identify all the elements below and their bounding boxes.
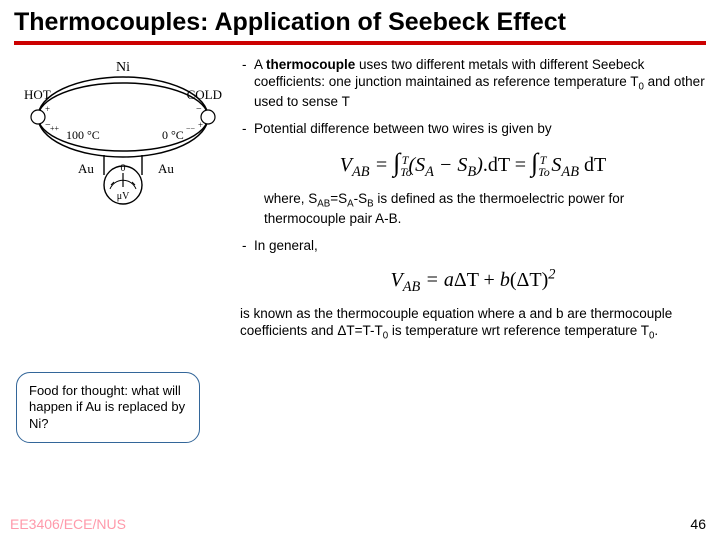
- eq2-dT2: ΔT: [517, 269, 542, 291]
- content-area: Ni HOT COLD + − ++ − + −− 100 °C 0 °C: [14, 57, 706, 352]
- label-au-right: Au: [158, 161, 174, 176]
- label-au-left: Au: [78, 161, 94, 176]
- eq2-eq: =: [420, 269, 444, 291]
- where-text: where, SAB=SA-SB is defined as the therm…: [240, 191, 706, 228]
- eq1-V: V: [340, 154, 352, 176]
- tail-dot: .: [654, 323, 658, 338]
- eq1-A: A: [425, 164, 434, 180]
- eq1-Tb: T: [540, 153, 547, 167]
- b1-bold: thermocouple: [266, 57, 355, 72]
- footer-course-code: EE3406/ECE/NUS: [10, 516, 126, 532]
- title-underline: [14, 41, 706, 45]
- eq1-ABs: AB: [561, 164, 579, 180]
- eq1-S2: S: [457, 154, 467, 176]
- eq1-AB: AB: [352, 164, 370, 180]
- right-column: A thermocouple uses two different metals…: [240, 57, 706, 352]
- eq1-S1: S: [415, 154, 425, 176]
- eq2-dT: ΔT +: [454, 269, 500, 291]
- eq2-b: b: [500, 269, 510, 291]
- bullet-1: A thermocouple uses two different metals…: [240, 57, 706, 111]
- eq1-rp: ): [476, 154, 483, 176]
- svg-text:++: ++: [50, 124, 60, 133]
- label-cold: COLD: [187, 87, 222, 102]
- eq2-AB: AB: [403, 279, 421, 295]
- tail-mid: is temperature wrt reference temperature…: [388, 323, 649, 338]
- eq2-lp: (: [510, 269, 517, 291]
- where-AB: AB: [317, 199, 330, 210]
- where-mid1: =S: [330, 191, 347, 206]
- eq1-eq: =: [370, 154, 394, 176]
- eq1-SAB: S: [551, 154, 561, 176]
- svg-text:−−: −−: [186, 124, 196, 133]
- b1-pre: A: [254, 57, 266, 72]
- slide-number: 46: [690, 516, 706, 532]
- food-for-thought-callout: Food for thought: what will happen if Au…: [16, 372, 200, 443]
- meter-unit: μV: [117, 191, 130, 202]
- svg-text:+: +: [198, 120, 203, 130]
- svg-text:−: −: [196, 104, 202, 115]
- equation-1: VAB = ∫ToT(SA − SB).dT = ∫ToT SAB dT: [240, 147, 706, 181]
- where-pre: where, S: [264, 191, 317, 206]
- eq2-V: V: [391, 269, 403, 291]
- label-ni: Ni: [116, 60, 130, 75]
- meter-zero: 0: [121, 163, 126, 174]
- equation-2: VAB = aΔT + b(ΔT)2: [240, 265, 706, 296]
- eq2-sq: 2: [548, 266, 555, 282]
- where-mid2: -S: [354, 191, 368, 206]
- label-hot: HOT: [24, 87, 51, 102]
- bullet-2: Potential difference between two wires i…: [240, 121, 706, 138]
- eq1-B: B: [467, 164, 476, 180]
- bullet-3: In general,: [240, 238, 706, 255]
- eq1-T0b: To: [538, 165, 550, 179]
- svg-text:+: +: [45, 104, 50, 114]
- eq1-minus: −: [434, 154, 458, 176]
- thermocouple-diagram: Ni HOT COLD + − ++ − + −− 100 °C 0 °C: [14, 57, 232, 212]
- label-0c: 0 °C: [162, 128, 184, 142]
- tail-text: is known as the thermocouple equation wh…: [240, 306, 706, 343]
- eq1-dT2: dT: [579, 154, 606, 176]
- page-title: Thermocouples: Application of Seebeck Ef…: [14, 8, 706, 37]
- eq1-dT: .dT =: [483, 154, 531, 176]
- label-100c: 100 °C: [66, 128, 100, 142]
- eq2-a: a: [444, 269, 454, 291]
- left-column: Ni HOT COLD + − ++ − + −− 100 °C 0 °C: [14, 57, 232, 352]
